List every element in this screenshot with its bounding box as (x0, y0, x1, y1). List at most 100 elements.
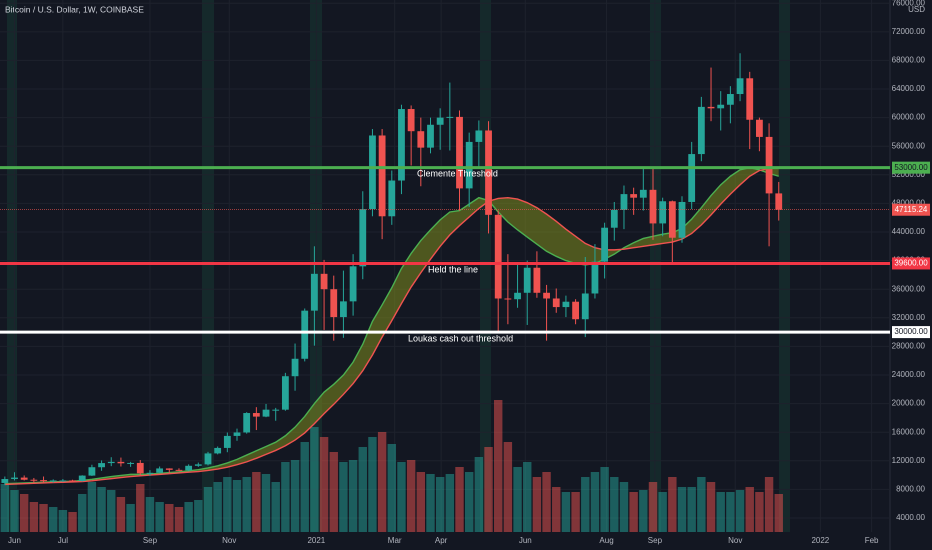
volume-bar (561, 492, 571, 532)
candle-body (707, 106, 715, 109)
volume-bar (581, 477, 590, 532)
volume-bar (213, 482, 222, 532)
volume-bar (87, 482, 97, 532)
level-box (892, 257, 930, 270)
candle-body (494, 214, 502, 299)
candle-body (40, 480, 47, 482)
x-tick-label: Jun (8, 536, 21, 545)
candle-body (726, 94, 734, 105)
candle-body (398, 109, 405, 181)
volume-bar (435, 477, 445, 532)
volume-bar (290, 460, 300, 532)
volume-bar (503, 442, 513, 532)
candle-body (581, 293, 589, 320)
volume-bar (232, 480, 242, 532)
volume-bar (552, 487, 561, 532)
candle-body (223, 435, 231, 448)
volume-bar (474, 457, 484, 532)
candle-body (59, 480, 67, 482)
volume-bar (610, 477, 619, 532)
candle-body (639, 189, 647, 198)
candle-body (601, 227, 609, 262)
volume-bar (155, 502, 164, 532)
volume-bar (658, 492, 667, 532)
volume-bar (358, 447, 367, 532)
volume-bar (261, 474, 271, 532)
volume-bar (68, 512, 77, 532)
volume-bar (194, 500, 203, 532)
band (650, 0, 661, 532)
volume-bar (310, 427, 319, 532)
volume-bar (107, 490, 116, 532)
candle-body (49, 480, 57, 482)
y-tick-label: 48000.00 (892, 199, 926, 208)
candle-body (523, 267, 531, 293)
candle-body (204, 453, 212, 465)
candle-body (272, 409, 280, 411)
volume-bar (252, 472, 261, 532)
y-tick-label: 68000.00 (892, 56, 926, 65)
candle-body (378, 135, 386, 217)
candle-body (678, 201, 686, 238)
level-label: 53000.00 (894, 163, 928, 172)
x-tick-label: Jul (58, 536, 68, 545)
volume-bar (339, 462, 348, 532)
y-tick-label: 16000.00 (892, 427, 926, 436)
level-box (892, 161, 930, 174)
annotation: Held the line (428, 264, 478, 274)
candle-body (30, 479, 38, 481)
volume-bar (542, 472, 551, 532)
volume-bar (745, 487, 754, 532)
volume-bar (184, 502, 193, 532)
volume-bar (377, 432, 387, 532)
candle-body (165, 468, 173, 470)
volume-bar (406, 460, 416, 532)
annotation: Clemente Threshold (417, 168, 498, 178)
volume-bar (174, 507, 184, 532)
candle-body (1, 479, 9, 483)
candle-body (620, 194, 628, 210)
band (7, 0, 17, 532)
x-tick-label: Jun (519, 536, 532, 545)
volume-bar (97, 487, 106, 532)
candle-body (736, 78, 744, 95)
ma-ribbon (4, 167, 779, 485)
candle-body (214, 447, 222, 454)
candle-body (194, 464, 202, 466)
level-label: 39600.00 (894, 259, 928, 268)
currency-label: USD (908, 5, 925, 14)
candle-body (533, 267, 541, 293)
candle-body (98, 463, 105, 468)
x-tick-label: Sep (143, 536, 158, 545)
band (202, 0, 214, 532)
volume-bar (116, 497, 126, 532)
volume-bar (78, 494, 87, 532)
candle-body (572, 301, 579, 320)
candle-body (475, 130, 483, 142)
candle-body (291, 358, 299, 377)
volume-bar (58, 510, 68, 532)
candle-body (649, 189, 657, 224)
candle-body (610, 209, 618, 228)
level-label: 30000.00 (894, 327, 928, 336)
band (480, 0, 491, 532)
candle-body (69, 480, 76, 482)
candle-body (465, 141, 473, 189)
last-price-label: 47115.24 (895, 205, 928, 214)
volume-bar (49, 507, 58, 532)
candle-body (746, 78, 754, 120)
volume-bar (687, 487, 696, 532)
level-box (892, 326, 930, 339)
candle-body (388, 180, 396, 217)
candle-body (20, 477, 28, 480)
candle-body (552, 298, 560, 308)
x-tick-label: Nov (728, 536, 742, 545)
y-tick-label: 36000.00 (892, 284, 926, 293)
volume-bar (10, 490, 19, 532)
volume-bar (677, 487, 687, 532)
volume-bar (590, 472, 600, 532)
volume-bar (513, 467, 522, 532)
candle-body (688, 154, 696, 202)
